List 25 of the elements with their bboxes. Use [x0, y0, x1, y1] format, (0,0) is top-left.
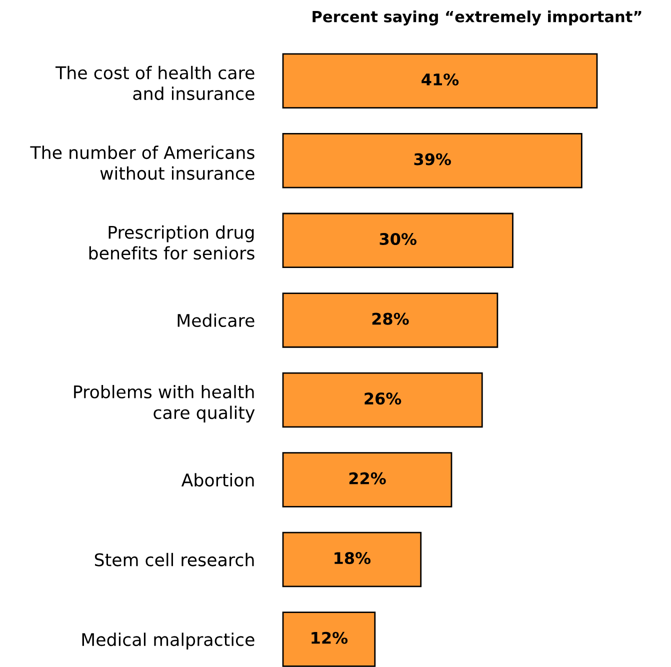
data-label: 26% [364, 392, 402, 405]
data-label: 12% [312, 632, 348, 644]
chart-title: Percent saying “extremely important” [312, 10, 642, 26]
bar [282, 292, 498, 348]
data-label: 39% [414, 153, 451, 166]
data-label: 30% [380, 232, 416, 246]
bar [282, 133, 582, 188]
y-tick-label: The number of Americans without insurance [30, 146, 254, 180]
bar [282, 53, 598, 109]
data-label: 22% [349, 472, 386, 484]
data-label: 18% [334, 552, 371, 564]
y-tick-label: Medical malpractice [82, 632, 254, 650]
bar [282, 612, 376, 667]
y-tick-label: Stem cell research [94, 552, 254, 566]
y-tick-label: Abortion [181, 473, 254, 487]
bar [282, 372, 483, 428]
y-tick-label: Problems with health care quality [74, 384, 255, 423]
bar [282, 532, 422, 588]
data-label: 28% [372, 312, 409, 325]
y-tick-label: The cost of health care and insurance [55, 66, 254, 100]
y-tick-label: Medicare [178, 314, 254, 328]
bar [282, 212, 514, 268]
bar [282, 452, 452, 508]
data-label: 41% [422, 73, 459, 86]
y-tick-label: Prescription drug benefits for seniors [89, 225, 254, 260]
